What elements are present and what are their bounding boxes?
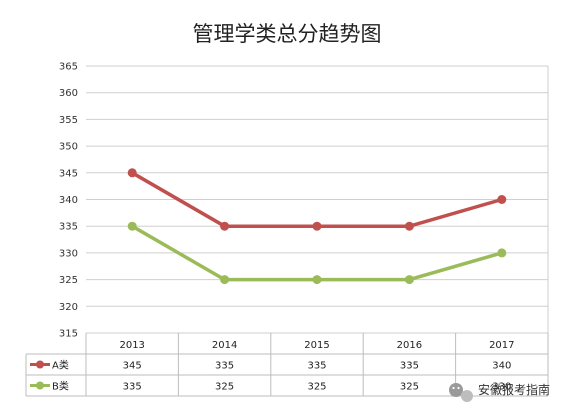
y-tick-label-350: 350	[59, 142, 78, 153]
data-point-0-1	[220, 221, 230, 231]
table-value-0-0: 345	[123, 361, 142, 372]
y-tick-label-335: 335	[59, 222, 78, 233]
y-tick-label-340: 340	[59, 195, 78, 206]
category-label-2013: 2013	[119, 340, 144, 351]
table-value-1-2: 325	[307, 382, 326, 393]
watermark-text: 安徽报考指南	[478, 382, 550, 397]
y-tick-label-365: 365	[59, 62, 78, 73]
table-value-0-4: 340	[492, 361, 511, 372]
data-table: 2013 2014 2015 2016 2017 A类 345 335 335 335 340 B类 3…	[25, 333, 549, 397]
data-point-0-0	[127, 168, 137, 178]
category-label-2015: 2015	[304, 340, 329, 351]
watermark: 安徽报考指南	[449, 382, 550, 402]
category-label-2016: 2016	[397, 340, 422, 351]
data-point-0-4	[497, 195, 507, 204]
table-value-1-4: 330	[492, 382, 511, 393]
data-point-1-1	[220, 275, 230, 285]
table-value-1-3: 325	[400, 382, 419, 393]
data-point-1-3	[404, 275, 414, 285]
legend-label-0: A类	[52, 359, 69, 372]
legend-key-marker-1	[36, 381, 44, 390]
legend-label-1: B类	[52, 380, 69, 393]
data-point-0-2	[312, 221, 322, 231]
y-tick-label-360: 360	[59, 88, 78, 99]
y-tick-label-320: 320	[59, 302, 78, 313]
y-tick-label-330: 330	[59, 248, 78, 259]
wechat-icon	[449, 383, 473, 402]
category-label-2014: 2014	[212, 340, 237, 351]
table-value-0-1: 335	[215, 361, 234, 372]
y-tick-label-355: 355	[59, 115, 78, 126]
y-tick-label-325: 325	[59, 275, 78, 286]
category-label-2017: 2017	[489, 340, 514, 351]
table-value-0-3: 335	[400, 361, 419, 372]
data-point-0-3	[404, 221, 414, 231]
table-value-0-2: 335	[307, 361, 326, 372]
series-layer	[127, 168, 507, 285]
data-point-1-4	[497, 248, 507, 258]
data-point-1-2	[312, 275, 322, 285]
y-tick-label-345: 345	[59, 168, 78, 179]
y-axis: 315 320 325 330 335 340 345 350 355 360 365	[59, 62, 78, 340]
table-value-1-0: 335	[123, 382, 142, 393]
data-point-1-0	[127, 221, 137, 231]
table-value-1-1: 325	[215, 382, 234, 393]
gridlines	[86, 65, 549, 334]
y-tick-label-315: 315	[59, 329, 78, 340]
legend-key-marker-0	[36, 360, 44, 369]
chart-title: 管理学类总分趋势图	[193, 22, 382, 46]
